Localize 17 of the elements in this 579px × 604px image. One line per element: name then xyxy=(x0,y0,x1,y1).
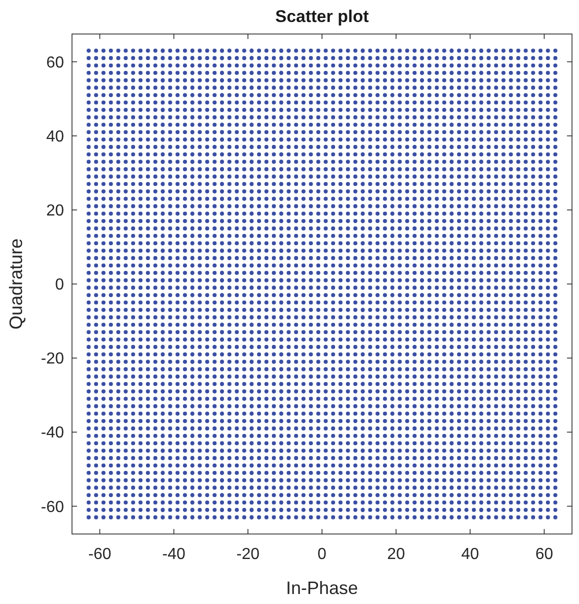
x-tick-label: -60 xyxy=(88,546,112,563)
x-tick-label: -20 xyxy=(236,546,260,563)
x-tick-label: -40 xyxy=(162,546,186,563)
y-tick-label: -20 xyxy=(40,350,64,368)
y-tick-label: 0 xyxy=(55,276,64,294)
y-tick-label: -60 xyxy=(40,498,64,516)
y-tick-label: 20 xyxy=(46,202,64,220)
y-tick-label: -40 xyxy=(40,424,64,442)
y-tick-label: 60 xyxy=(46,54,64,72)
chart-title: Scatter plot xyxy=(275,7,370,26)
x-tick-label: 60 xyxy=(535,546,554,563)
x-tick-label: 20 xyxy=(387,546,406,563)
x-tick-label: 40 xyxy=(461,546,480,563)
x-axis-title: In-Phase xyxy=(286,578,358,598)
y-tick-label: 40 xyxy=(46,128,64,146)
y-axis-title: Quadrature xyxy=(6,238,26,330)
x-tick-label: 0 xyxy=(318,546,327,563)
